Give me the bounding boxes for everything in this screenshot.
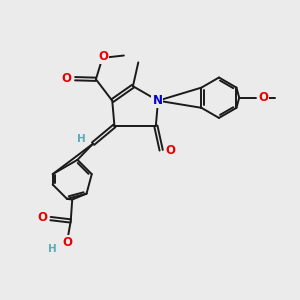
Text: O: O <box>62 72 72 85</box>
Text: O: O <box>166 144 176 157</box>
Text: N: N <box>152 94 162 106</box>
Text: O: O <box>258 91 268 104</box>
Text: O: O <box>62 236 72 249</box>
Text: H: H <box>48 244 57 254</box>
Text: O: O <box>98 50 108 63</box>
Text: H: H <box>77 134 85 144</box>
Text: O: O <box>37 212 47 224</box>
